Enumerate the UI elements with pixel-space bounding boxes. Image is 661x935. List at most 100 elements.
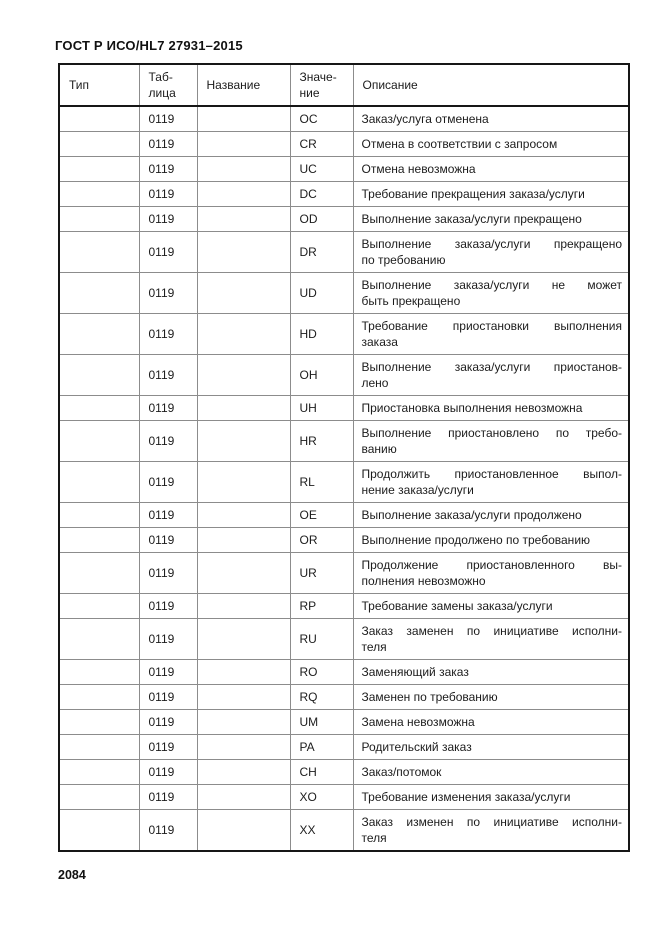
cell-description: Родительский заказ (352, 734, 630, 760)
cell-name (196, 395, 291, 421)
table-row: 0119 XX Заказ изменен по инициативе исполн… (58, 809, 630, 852)
cell-value: DC (289, 181, 354, 207)
description-line: по требованию (361, 253, 446, 267)
column-header-table-id: Таб- лица (138, 63, 198, 107)
cell-type (58, 156, 140, 182)
cell-value: RP (289, 593, 354, 619)
cell-table-id: 0119 (138, 618, 198, 660)
cell-description: Отмена в соответствии с запросом (352, 131, 630, 157)
cell-type (58, 461, 140, 503)
table-row: 0119 RU Заказ заменен по инициативе исполн… (58, 618, 630, 660)
cell-name (196, 313, 291, 355)
cell-description: Требование замены заказа/услуги (352, 593, 630, 619)
cell-description: Заменен по требованию (352, 684, 630, 710)
table-row: 0119 UC Отмена невозможна (58, 156, 630, 182)
description-line: Отмена в соответствии с запросом (361, 137, 558, 151)
table-row: 0119 UD Выполнение заказа/услуги не может б… (58, 272, 630, 314)
cell-name (196, 709, 291, 735)
table-row: 0119 OR Выполнение продолжено по требовани… (58, 527, 630, 553)
cell-table-id: 0119 (138, 734, 198, 760)
description-line: заказа (361, 335, 398, 349)
cell-value: UM (289, 709, 354, 735)
cell-type (58, 131, 140, 157)
table-row: 0119 XO Требование изменения заказа/услуги (58, 784, 630, 810)
table-row: 0119 PA Родительский заказ (58, 734, 630, 760)
cell-type (58, 734, 140, 760)
cell-type (58, 105, 140, 132)
cell-value: XX (289, 809, 354, 852)
cell-value: RL (289, 461, 354, 503)
description-line: нение заказа/услуги (361, 483, 474, 497)
cell-description: Выполнение приостановлено по требо-ванию (352, 420, 630, 462)
table-row: 0119 OH Выполнение заказа/услуги приостано… (58, 354, 630, 396)
cell-description: Замена невозможна (352, 709, 630, 735)
cell-description: Заменяющий заказ (352, 659, 630, 685)
cell-description: Заказ изменен по инициативе исполни-теля (352, 809, 630, 852)
description-line: Выполнение заказа/услуги прекращено (361, 237, 623, 251)
cell-type (58, 618, 140, 660)
cell-description: Требование прекращения заказа/услуги (352, 181, 630, 207)
cell-name (196, 809, 291, 852)
table-row: 0119 OD Выполнение заказа/услуги прекращен… (58, 206, 630, 232)
cell-name (196, 461, 291, 503)
cell-description: Выполнение заказа/услуги прекращено (352, 206, 630, 232)
table-row: 0119 HD Требование приостановки выполнения… (58, 313, 630, 355)
cell-table-id: 0119 (138, 354, 198, 396)
cell-name (196, 131, 291, 157)
cell-type (58, 181, 140, 207)
cell-table-id: 0119 (138, 231, 198, 273)
cell-table-id: 0119 (138, 181, 198, 207)
cell-table-id: 0119 (138, 659, 198, 685)
cell-name (196, 206, 291, 232)
cell-table-id: 0119 (138, 395, 198, 421)
description-line: теля (361, 640, 387, 654)
table-row: 0119 UR Продолжение приостановленного вы-п… (58, 552, 630, 594)
cell-value: UC (289, 156, 354, 182)
cell-name (196, 105, 291, 132)
table-row: 0119 CR Отмена в соответствии с запросом (58, 131, 630, 157)
cell-description: Заказ заменен по инициативе исполни-теля (352, 618, 630, 660)
cell-type (58, 527, 140, 553)
column-header-value: Значе- ние (289, 63, 354, 107)
cell-table-id: 0119 (138, 105, 198, 132)
cell-type (58, 502, 140, 528)
cell-name (196, 231, 291, 273)
cell-table-id: 0119 (138, 709, 198, 735)
cell-table-id: 0119 (138, 313, 198, 355)
cell-table-id: 0119 (138, 809, 198, 852)
description-line: Заказ/потомок (361, 765, 442, 779)
cell-table-id: 0119 (138, 759, 198, 785)
table-row: 0119 RP Требование замены заказа/услуги (58, 593, 630, 619)
description-line: Продолжить приостановленное выпол- (361, 467, 623, 481)
cell-type (58, 395, 140, 421)
cell-description: Продолжение приостановленного вы-полнени… (352, 552, 630, 594)
cell-name (196, 181, 291, 207)
description-line: Требование изменения заказа/услуги (361, 790, 571, 804)
table-row: 0119 UH Приостановка выполнения невозможна (58, 395, 630, 421)
document-title: ГОСТ Р ИСО/HL7 27931–2015 (55, 38, 243, 53)
description-line: Выполнение заказа/услуги прекращено (361, 212, 582, 226)
cell-value: DR (289, 231, 354, 273)
description-line: Родительский заказ (361, 740, 472, 754)
cell-name (196, 527, 291, 553)
table-row: 0119 RO Заменяющий заказ (58, 659, 630, 685)
cell-name (196, 420, 291, 462)
column-header-type: Тип (58, 63, 140, 107)
cell-table-id: 0119 (138, 502, 198, 528)
cell-description: Требование изменения заказа/услуги (352, 784, 630, 810)
table-row: 0119 HR Выполнение приостановлено по требо… (58, 420, 630, 462)
cell-description: Выполнение заказа/услуги продолжено (352, 502, 630, 528)
description-line: Отмена невозможна (361, 162, 476, 176)
cell-type (58, 420, 140, 462)
cell-table-id: 0119 (138, 593, 198, 619)
cell-table-id: 0119 (138, 206, 198, 232)
cell-value: UR (289, 552, 354, 594)
cell-value: HR (289, 420, 354, 462)
cell-value: RU (289, 618, 354, 660)
cell-name (196, 759, 291, 785)
cell-description: Отмена невозможна (352, 156, 630, 182)
cell-description: Выполнение продолжено по требованию (352, 527, 630, 553)
cell-value: OC (289, 105, 354, 132)
table-row: 0119 DC Требование прекращения заказа/услу… (58, 181, 630, 207)
cell-table-id: 0119 (138, 272, 198, 314)
